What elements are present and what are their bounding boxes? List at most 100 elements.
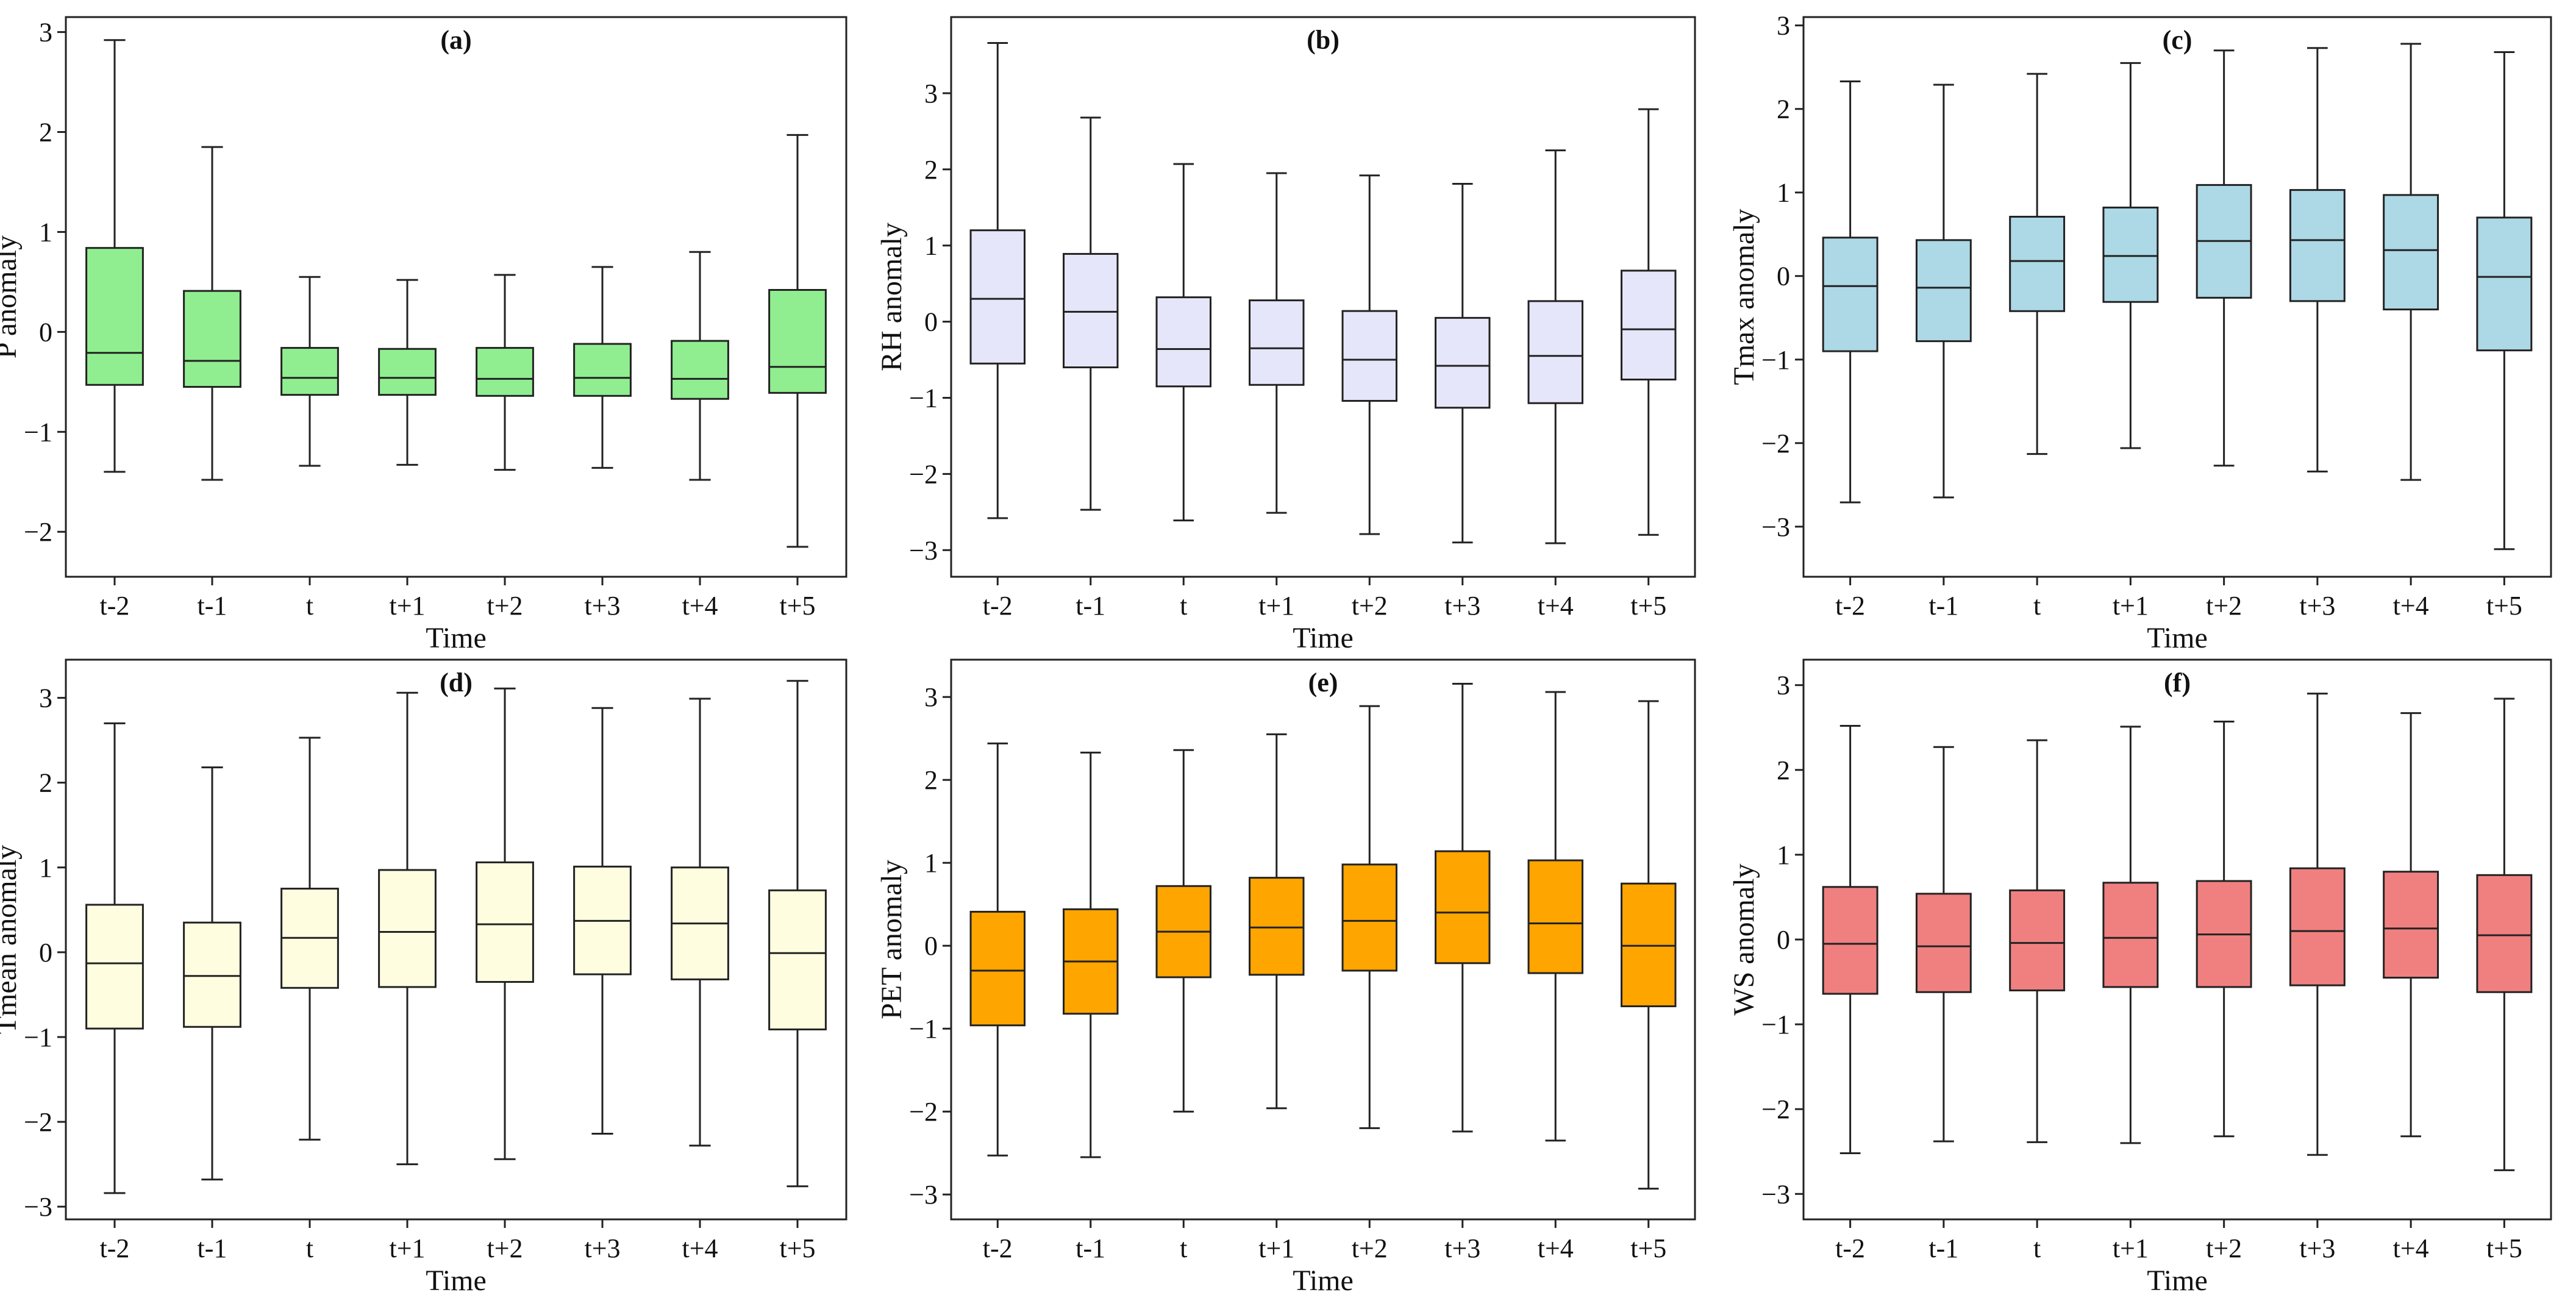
box-t+5 [768,134,827,548]
x-tick-label: t+4 [682,591,718,621]
x-tick-label: t+1 [2113,1233,2149,1263]
x-tick-label: t+3 [584,1233,620,1263]
box-t [2009,73,2066,455]
iqr-box [1249,299,1305,386]
box-t [1155,163,1211,522]
iqr-box [2102,206,2159,303]
y-tick-label: 3 [924,682,938,712]
x-tick-label: t+1 [2113,591,2149,621]
box-t+2 [2196,49,2252,467]
x-tick-label: t+2 [1352,1233,1388,1263]
iqr-box [969,229,1026,365]
x-tick-label: t [306,1233,313,1263]
y-tick-label: −2 [1761,429,1790,458]
y-axis-label: P anomaly [0,235,23,358]
iqr-box [2383,194,2439,311]
x-tick-label: t-1 [1076,591,1105,621]
y-tick-label: 3 [1777,671,1790,701]
box-t [2009,739,2066,1143]
box-t+1 [2102,62,2159,449]
box-t+5 [2476,51,2533,551]
iqr-box [573,343,632,397]
y-tick-label: −3 [1761,512,1790,542]
box-t+3 [2289,693,2346,1156]
y-tick-label: −1 [1761,1010,1790,1040]
y-tick-label: 1 [39,217,52,247]
x-tick-label: t+3 [584,591,620,621]
iqr-box [1915,239,1972,343]
y-tick-label: 0 [1777,925,1790,955]
iqr-box [85,904,144,1030]
y-tick-label: 0 [1777,262,1790,291]
box-t+5 [1621,700,1677,1190]
iqr-box [1341,310,1397,402]
iqr-box [969,910,1026,1027]
panel-title: (c) [2163,25,2192,55]
x-tick-label: t+2 [1352,591,1388,621]
iqr-box [1435,850,1491,965]
x-tick-label: t-2 [983,1233,1013,1263]
x-tick-label: t+2 [487,591,523,621]
iqr-box [671,340,729,400]
x-axis-label: Time [2147,622,2208,654]
x-tick-label: t+1 [1258,591,1294,621]
iqr-box [2289,867,2346,986]
y-axis-label: Tmax anomaly [1728,209,1760,385]
x-tick-label: t-1 [1928,1233,1958,1263]
box-t+1 [378,691,437,1166]
box-t+1 [2102,726,2159,1144]
x-tick-label: t+4 [2393,591,2429,621]
box-t-1 [183,766,241,1181]
box-t+5 [2476,697,2533,1171]
x-tick-label: t+3 [1444,591,1480,621]
y-tick-label: 2 [39,768,52,798]
x-tick-label: t-2 [983,591,1013,621]
x-tick-label: t+4 [682,1233,718,1263]
y-tick-label: −2 [909,459,938,489]
box-t-1 [1915,746,1972,1143]
y-tick-label: 2 [924,765,938,795]
box-t-2 [1822,724,1878,1155]
iqr-box [183,921,241,1028]
box-t+4 [671,251,729,481]
box-t-1 [1063,751,1119,1158]
box-t+2 [1341,174,1397,535]
x-tick-label: t+4 [2393,1233,2429,1263]
x-tick-label: t+1 [389,1233,425,1263]
iqr-box [1155,296,1211,388]
box-t [1155,749,1211,1113]
box-t-2 [969,742,1026,1157]
iqr-box [2476,874,2533,993]
iqr-box [85,247,144,386]
panel-title: (b) [1307,25,1340,55]
x-tick-label: t [306,591,313,621]
x-axis-label: Time [1293,622,1354,654]
y-axis-label: Tmean anomaly [0,845,23,1035]
iqr-box [1341,863,1397,972]
iqr-box [2383,871,2439,979]
x-tick-label: t [2033,591,2041,621]
box-t-2 [1822,80,1878,504]
iqr-box [378,348,437,396]
panel-a: (a) −2 −1 0 1 2 3 P anomaly t-2 t-1 t t+1 t+2 t+3 t+4 t… [0,16,847,654]
y-tick-label: −2 [909,1097,938,1127]
box-t+3 [1435,183,1491,544]
x-tick-label: t [1180,591,1187,621]
y-tick-label: 1 [924,231,938,261]
y-tick-label: 1 [1777,178,1790,208]
x-tick-label: t+4 [1538,591,1574,621]
box-t+1 [1249,172,1305,514]
y-tick-label: −1 [909,1014,938,1044]
panel-title: (e) [1308,668,1338,697]
y-tick-label: 3 [39,683,52,713]
y-tick-label: −2 [24,517,52,547]
x-tick-label: t-2 [100,1233,130,1263]
panel-d: (d) −3 −2 −1 0 1 2 3 Tmean anomaly t-2 t-1 t t+1 t+2 t… [0,658,847,1297]
box-t+2 [1341,705,1397,1129]
box-t+4 [1527,149,1583,544]
y-tick-label: 0 [924,931,938,961]
panel-b: (b) −3 −2 −1 0 1 2 3 RH anomaly t-2 t-1 t t+1 t+2 t+3 t… [876,16,1696,654]
iqr-box [1249,877,1305,976]
y-tick-label: −2 [24,1107,52,1137]
